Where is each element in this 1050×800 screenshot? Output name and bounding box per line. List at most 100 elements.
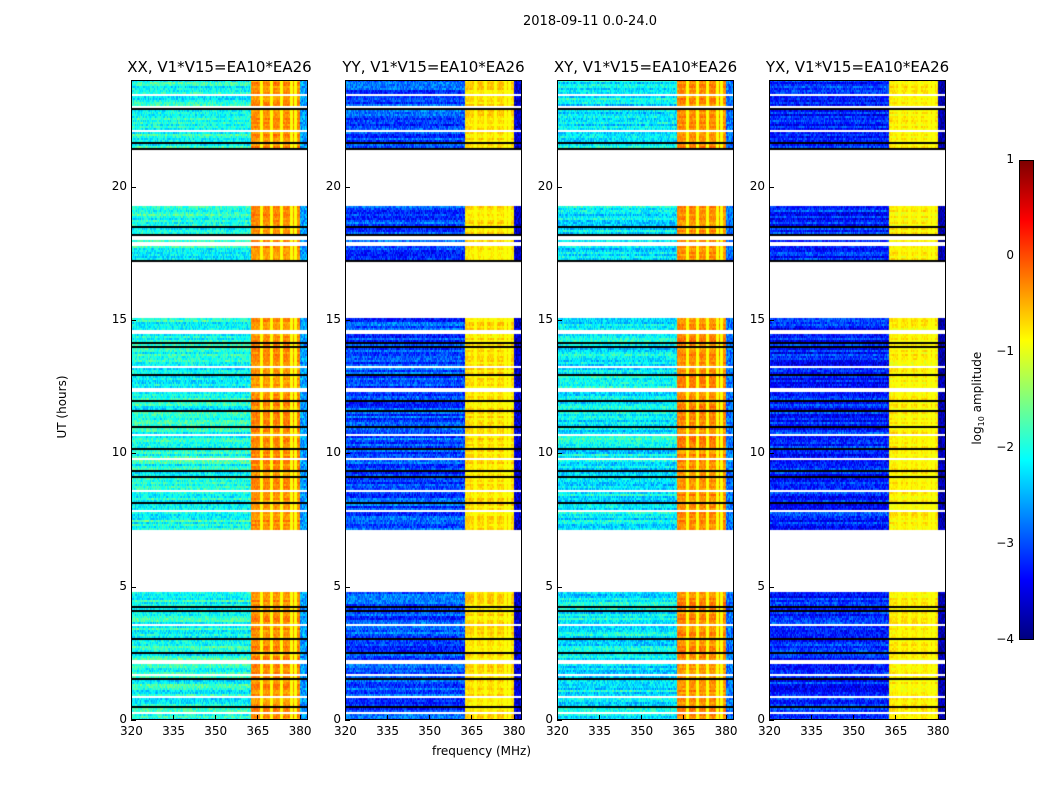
y-tick-label: 20	[325, 178, 341, 193]
y-tick-mark	[769, 720, 774, 721]
y-tick-mark	[769, 586, 774, 588]
x-tick-mark	[215, 715, 217, 720]
panel-1: YY, V1*V15=EA10*EA26	[342, 58, 525, 720]
heatmap-0	[131, 80, 308, 720]
y-tick-mark	[557, 720, 562, 721]
panel-title: XY, V1*V15=EA10*EA26	[553, 58, 738, 76]
panel-title: YY, V1*V15=EA10*EA26	[342, 58, 525, 76]
y-tick-label: 15	[537, 312, 553, 326]
y-tick-label: 10	[537, 445, 553, 460]
heatmap-1	[345, 80, 522, 720]
x-tick-mark	[599, 715, 601, 720]
x-tick-mark	[257, 715, 259, 720]
x-tick-mark	[811, 715, 813, 720]
x-tick-label: 365	[460, 724, 484, 738]
x-tick-mark	[173, 715, 175, 720]
y-tick-mark	[557, 586, 562, 588]
y-tick-mark	[131, 453, 136, 455]
x-tick-mark	[641, 715, 643, 720]
x-tick-mark	[725, 715, 727, 720]
y-tick-label: 10	[325, 445, 341, 460]
y-tick-label: 5	[757, 578, 765, 593]
x-tick-label: 380	[926, 724, 950, 738]
y-tick-mark	[769, 453, 774, 455]
x-tick-label: 320	[334, 724, 357, 738]
x-tick-mark	[769, 715, 770, 720]
x-tick-label: 350	[842, 724, 866, 738]
y-tick-label: 5	[545, 578, 553, 593]
colorbar-tick-label: −4	[996, 632, 1014, 646]
y-tick-mark	[557, 186, 562, 188]
y-tick-mark	[345, 453, 350, 455]
heatmap-3	[769, 80, 946, 720]
y-tick-label: 15	[749, 312, 765, 326]
x-tick-label: 350	[204, 724, 228, 738]
x-tick-mark	[895, 715, 897, 720]
y-tick-mark	[557, 453, 562, 455]
x-tick-label: 350	[418, 724, 442, 738]
y-tick-label: 15	[325, 312, 341, 326]
y-tick-label: 0	[757, 712, 765, 726]
y-tick-mark	[345, 186, 350, 188]
x-tick-mark	[937, 715, 939, 720]
y-tick-label: 20	[749, 178, 765, 193]
y-tick-mark	[345, 720, 350, 721]
x-tick-label: 365	[246, 724, 270, 738]
heatmap-2	[557, 80, 734, 720]
y-tick-mark	[131, 720, 136, 721]
x-tick-mark	[131, 715, 132, 720]
y-axis-label: UT (hours)	[55, 375, 69, 439]
y-tick-mark	[131, 320, 136, 321]
y-tick-label: 0	[119, 712, 127, 726]
y-tick-label: 15	[111, 312, 127, 326]
x-tick-mark	[387, 715, 389, 720]
x-tick-label: 335	[588, 724, 612, 738]
y-tick-label: 5	[333, 578, 341, 593]
y-tick-label: 0	[333, 712, 341, 726]
colorbar-tick-label: 0	[1006, 248, 1014, 262]
x-tick-label: 320	[758, 724, 781, 738]
panel-0: XX, V1*V15=EA10*EA26	[127, 58, 312, 720]
y-tick-mark	[345, 586, 350, 588]
x-tick-label: 380	[714, 724, 738, 738]
panel-3: YX, V1*V15=EA10*EA26	[766, 58, 949, 720]
y-tick-mark	[769, 320, 774, 321]
x-tick-mark	[299, 715, 301, 720]
y-tick-mark	[131, 586, 136, 588]
y-tick-label: 10	[749, 445, 765, 460]
x-tick-mark	[471, 715, 473, 720]
y-tick-label: 10	[111, 445, 127, 460]
colorbar-tick-label: −3	[996, 536, 1014, 550]
x-tick-mark	[683, 715, 685, 720]
colorbar-tick-label: 1	[1006, 152, 1014, 166]
x-tick-mark	[513, 715, 515, 720]
x-tick-mark	[429, 715, 431, 720]
colorbar-label: log10 amplitude	[969, 351, 987, 445]
x-axis-label: frequency (MHz)	[432, 744, 532, 758]
y-tick-label: 5	[119, 578, 127, 593]
colorbar	[1019, 160, 1034, 640]
x-tick-mark	[557, 715, 558, 720]
x-tick-label: 365	[884, 724, 908, 738]
x-tick-label: 380	[502, 724, 526, 738]
y-tick-mark	[345, 320, 350, 321]
x-tick-mark	[853, 715, 855, 720]
x-tick-label: 335	[800, 724, 824, 738]
y-tick-label: 0	[545, 712, 553, 726]
panel-2: XY, V1*V15=EA10*EA26	[554, 58, 737, 720]
x-tick-label: 335	[162, 724, 186, 738]
y-tick-label: 20	[537, 178, 553, 193]
y-tick-label: 20	[111, 178, 127, 193]
colorbar-tick-label: −1	[996, 344, 1014, 358]
panel-title: XX, V1*V15=EA10*EA26	[127, 58, 312, 76]
x-tick-label: 380	[288, 724, 312, 738]
panel-title: YX, V1*V15=EA10*EA26	[765, 58, 950, 76]
x-tick-label: 335	[376, 724, 400, 738]
x-tick-label: 320	[120, 724, 143, 738]
y-tick-mark	[557, 320, 562, 321]
y-tick-mark	[769, 186, 774, 188]
y-tick-mark	[131, 186, 136, 188]
colorbar-tick-label: −2	[996, 440, 1014, 454]
x-tick-label: 365	[672, 724, 696, 738]
